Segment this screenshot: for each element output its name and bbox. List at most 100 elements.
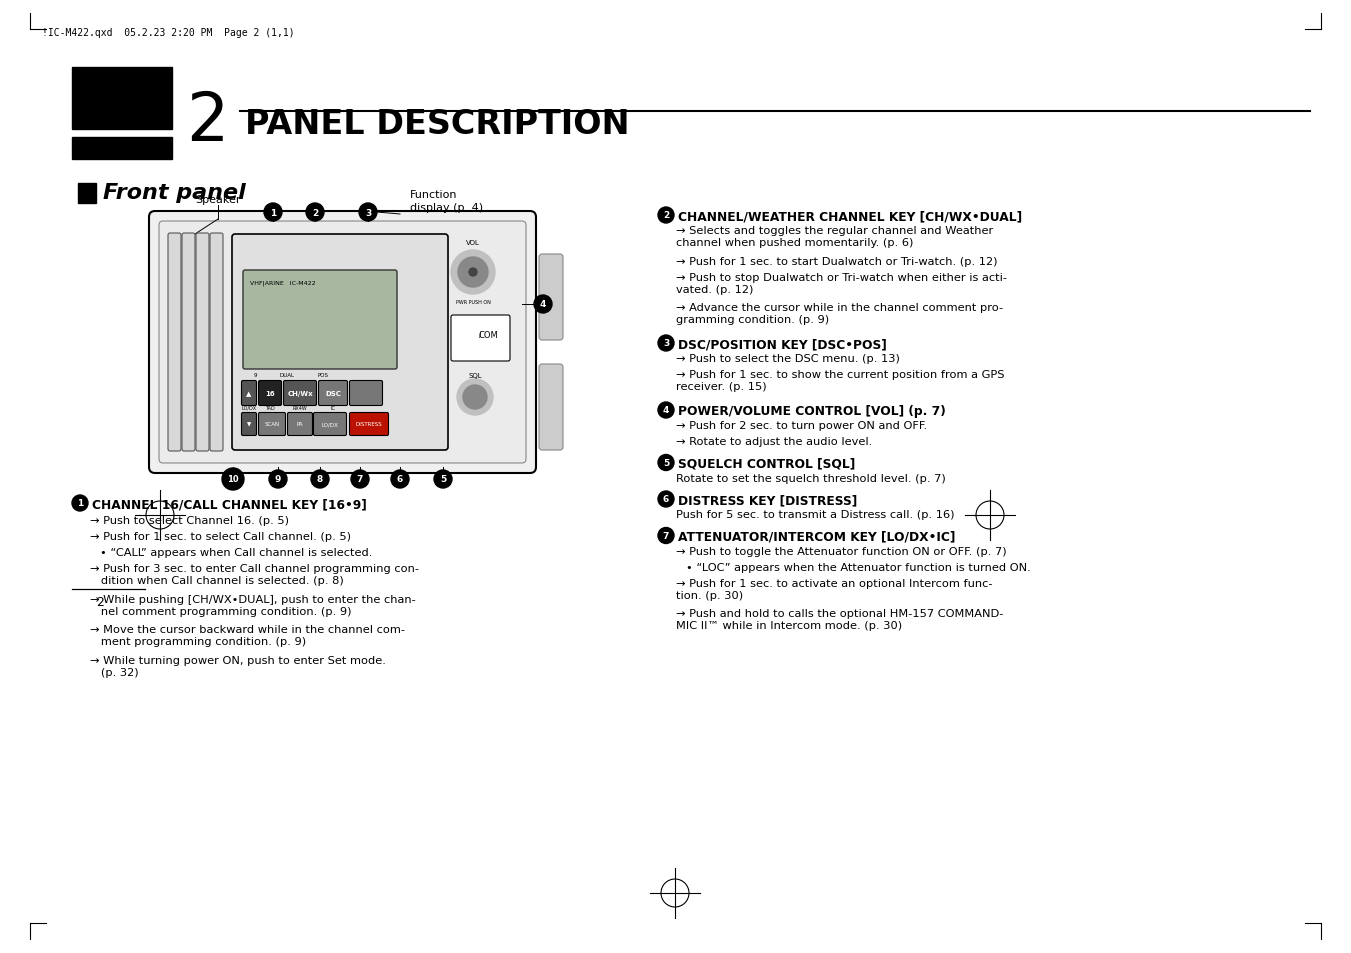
Circle shape: [390, 471, 409, 489]
Circle shape: [658, 528, 674, 544]
Text: → Push for 2 sec. to turn power ON and OFF.: → Push for 2 sec. to turn power ON and O…: [676, 421, 927, 431]
Circle shape: [658, 455, 674, 471]
Text: 10: 10: [227, 475, 239, 484]
Text: POWER/VOLUME CONTROL [VOL] (p. 7): POWER/VOLUME CONTROL [VOL] (p. 7): [678, 405, 946, 417]
Text: → Rotate to adjust the audio level.: → Rotate to adjust the audio level.: [676, 437, 873, 447]
Text: 3: 3: [365, 209, 372, 217]
Text: DISTRESS KEY [DISTRESS]: DISTRESS KEY [DISTRESS]: [678, 494, 858, 506]
Text: 4: 4: [663, 406, 669, 416]
Circle shape: [222, 469, 245, 491]
FancyBboxPatch shape: [451, 315, 509, 361]
Circle shape: [359, 204, 377, 222]
Text: → Push to toggle the Attenuator function ON or OFF. (p. 7): → Push to toggle the Attenuator function…: [676, 546, 1006, 557]
Circle shape: [305, 204, 324, 222]
Circle shape: [269, 471, 286, 489]
Text: 7: 7: [357, 475, 363, 484]
FancyBboxPatch shape: [350, 381, 382, 406]
Text: 7: 7: [663, 532, 669, 540]
Text: TAD: TAD: [265, 406, 274, 411]
Text: CHANNEL/WEATHER CHANNEL KEY [CH/WX•DUAL]: CHANNEL/WEATHER CHANNEL KEY [CH/WX•DUAL]: [678, 210, 1023, 223]
Text: SQL: SQL: [469, 373, 482, 378]
Circle shape: [311, 471, 330, 489]
Circle shape: [534, 295, 553, 314]
Text: Rotate to set the squelch threshold level. (p. 7): Rotate to set the squelch threshold leve…: [676, 474, 946, 483]
Text: → Push and hold to calls the optional HM-157 COMMAND-
MIC II™ while in Intercom : → Push and hold to calls the optional HM…: [676, 609, 1004, 631]
Text: LO/DX: LO/DX: [242, 406, 257, 411]
Text: PANEL DESCRIPTION: PANEL DESCRIPTION: [245, 108, 630, 141]
FancyBboxPatch shape: [242, 381, 257, 406]
Text: DSC/POSITION KEY [DSC•POS]: DSC/POSITION KEY [DSC•POS]: [678, 337, 886, 351]
Text: COM: COM: [478, 331, 499, 340]
Text: Function: Function: [409, 190, 458, 200]
Text: CH/Wx: CH/Wx: [288, 391, 313, 396]
Text: DISTRESS: DISTRESS: [355, 422, 382, 427]
Circle shape: [658, 335, 674, 352]
Text: 1: 1: [77, 499, 84, 508]
Text: • “CALL” appears when Call channel is selected.: • “CALL” appears when Call channel is se…: [100, 548, 373, 558]
Bar: [78, 184, 96, 204]
Text: → Selects and toggles the regular channel and Weather
channel when pushed moment: → Selects and toggles the regular channe…: [676, 226, 993, 248]
Text: • “LOC” appears when the Attenuator function is turned ON.: • “LOC” appears when the Attenuator func…: [686, 562, 1031, 573]
Text: Front panel: Front panel: [103, 183, 246, 203]
Text: DUAL: DUAL: [280, 373, 295, 377]
Text: 9: 9: [253, 373, 257, 377]
Text: Push for 5 sec. to transmit a Distress call. (p. 16): Push for 5 sec. to transmit a Distress c…: [676, 510, 955, 520]
FancyBboxPatch shape: [319, 381, 347, 406]
FancyBboxPatch shape: [288, 413, 312, 436]
Text: PA: PA: [297, 422, 304, 427]
FancyBboxPatch shape: [313, 413, 346, 436]
Text: CHANNEL 16/CALL CHANNEL KEY [16•9]: CHANNEL 16/CALL CHANNEL KEY [16•9]: [92, 497, 366, 511]
Circle shape: [458, 257, 488, 288]
Text: → Push for 1 sec. to show the current position from a GPS
receiver. (p. 15): → Push for 1 sec. to show the current po…: [676, 370, 1005, 392]
Text: 2: 2: [96, 596, 104, 608]
Text: 4: 4: [540, 300, 546, 309]
Circle shape: [263, 204, 282, 222]
Text: 2: 2: [186, 89, 228, 154]
Text: POS: POS: [317, 373, 328, 377]
Bar: [72, 68, 172, 130]
Circle shape: [457, 379, 493, 416]
Text: RX4W: RX4W: [293, 406, 308, 411]
Text: Speaker: Speaker: [196, 194, 240, 205]
Circle shape: [658, 402, 674, 418]
Text: i: i: [478, 331, 481, 340]
Text: → Push for 1 sec. to start Dualwatch or Tri-watch. (p. 12): → Push for 1 sec. to start Dualwatch or …: [676, 256, 997, 267]
Text: 2: 2: [663, 212, 669, 220]
Text: → Advance the cursor while in the channel comment pro-
gramming condition. (p. 9: → Advance the cursor while in the channe…: [676, 303, 1004, 325]
Text: 5: 5: [663, 458, 669, 468]
Bar: [72, 138, 172, 160]
Text: 16: 16: [265, 391, 274, 396]
Circle shape: [658, 492, 674, 507]
Text: 5: 5: [440, 475, 446, 484]
Text: 2: 2: [312, 209, 317, 217]
Text: → Push for 3 sec. to enter Call channel programming con-
   dition when Call cha: → Push for 3 sec. to enter Call channel …: [91, 564, 419, 585]
FancyBboxPatch shape: [159, 222, 526, 463]
FancyBboxPatch shape: [243, 271, 397, 370]
Text: → Move the cursor backward while in the channel com-
   ment programming conditi: → Move the cursor backward while in the …: [91, 625, 405, 646]
Text: 6: 6: [397, 475, 403, 484]
Circle shape: [351, 471, 369, 489]
Text: → Push for 1 sec. to select Call channel. (p. 5): → Push for 1 sec. to select Call channel…: [91, 532, 351, 542]
Text: ▲: ▲: [246, 391, 251, 396]
Text: ATTENUATOR/INTERCOM KEY [LO/DX•IC]: ATTENUATOR/INTERCOM KEY [LO/DX•IC]: [678, 530, 955, 543]
Text: → While pushing [CH/WX•DUAL], push to enter the chan-
   nel comment programming: → While pushing [CH/WX•DUAL], push to en…: [91, 595, 416, 616]
Text: IC: IC: [331, 406, 335, 411]
Text: ▼: ▼: [247, 422, 251, 427]
FancyBboxPatch shape: [539, 254, 563, 340]
Text: 9: 9: [274, 475, 281, 484]
FancyBboxPatch shape: [284, 381, 316, 406]
Text: display (p. 4): display (p. 4): [409, 203, 484, 213]
Text: → Push to select Channel 16. (p. 5): → Push to select Channel 16. (p. 5): [91, 516, 289, 526]
FancyBboxPatch shape: [209, 233, 223, 452]
FancyBboxPatch shape: [168, 233, 181, 452]
FancyBboxPatch shape: [232, 234, 449, 451]
Text: 6: 6: [663, 495, 669, 504]
FancyBboxPatch shape: [242, 413, 257, 436]
FancyBboxPatch shape: [182, 233, 195, 452]
Text: 1: 1: [270, 209, 276, 217]
Text: → Push to stop Dualwatch or Tri-watch when either is acti-
vated. (p. 12): → Push to stop Dualwatch or Tri-watch wh…: [676, 273, 1006, 294]
FancyBboxPatch shape: [350, 413, 389, 436]
Text: → Push for 1 sec. to activate an optional Intercom func-
tion. (p. 30): → Push for 1 sec. to activate an optiona…: [676, 578, 993, 600]
Circle shape: [658, 208, 674, 224]
Text: 3: 3: [663, 339, 669, 348]
